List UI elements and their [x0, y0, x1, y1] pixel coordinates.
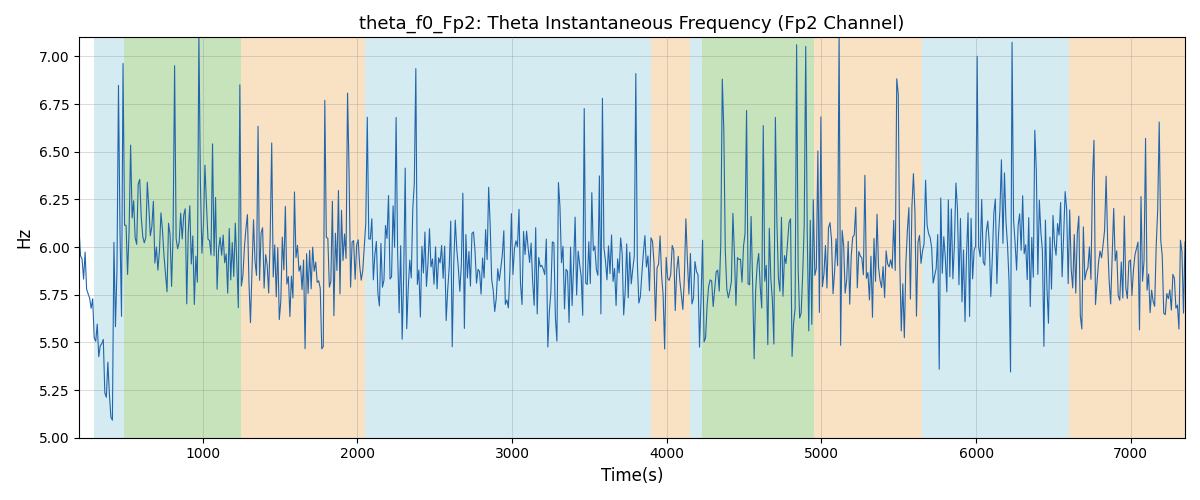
Bar: [95, 38, 124, 438]
Bar: [124, 38, 241, 438]
Bar: [814, 38, 922, 438]
Bar: [690, 38, 702, 438]
Bar: [241, 38, 365, 438]
Bar: [652, 38, 690, 438]
Bar: [365, 38, 652, 438]
Bar: [922, 38, 1069, 438]
Title: theta_f0_Fp2: Theta Instantaneous Frequency (Fp2 Channel): theta_f0_Fp2: Theta Instantaneous Freque…: [359, 15, 905, 34]
Y-axis label: Hz: Hz: [14, 227, 32, 248]
Bar: [702, 38, 814, 438]
X-axis label: Time(s): Time(s): [601, 467, 664, 485]
Bar: [1069, 38, 1186, 438]
